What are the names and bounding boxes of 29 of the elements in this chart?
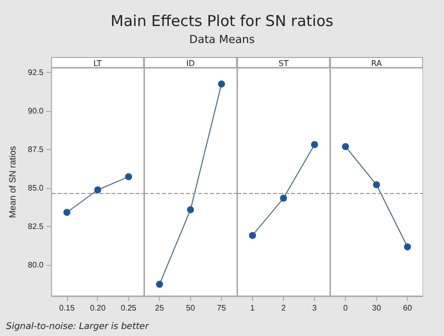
y-tick-label: 90.0 [28, 106, 44, 116]
x-tick-label: 60 [403, 304, 412, 312]
x-tick-label: 0.25 [120, 304, 137, 312]
x-tick-label: 0.20 [90, 304, 106, 312]
y-tick-label: 87.5 [28, 145, 44, 154]
y-tick-label: 92.5 [28, 68, 44, 78]
chart-title: ST [237, 57, 330, 68]
text: Signal-to-noise: Larger is better [6, 322, 149, 332]
point [63, 208, 70, 216]
y-tick-label: 80.0 [28, 260, 44, 270]
x-tick-label: 0.15 [59, 304, 76, 312]
x-tick-label: 0 [343, 304, 348, 312]
point [125, 173, 132, 180]
x-tick-label: 50 [186, 304, 196, 312]
text: Data Means [188, 33, 256, 46]
x-tick-label: 2 [281, 304, 286, 312]
text: Main Effects Plot for SN ratios [110, 12, 334, 30]
y-tick-label: 82.5 [28, 222, 44, 232]
x-tick-label: 3 [312, 304, 318, 312]
y-axis-title: Mean of SN ratios [8, 145, 18, 218]
chart-title: ID [144, 57, 237, 68]
y-tick-label: 85.0 [28, 184, 44, 193]
x-tick-label: 75 [217, 304, 226, 312]
chart-title: RA [330, 57, 423, 68]
x-tick-label: 30 [372, 304, 382, 312]
chart-title: LT [51, 57, 144, 68]
x-tick-label: 1 [250, 304, 256, 312]
x-tick-label: 25 [155, 304, 164, 312]
point [94, 186, 102, 194]
